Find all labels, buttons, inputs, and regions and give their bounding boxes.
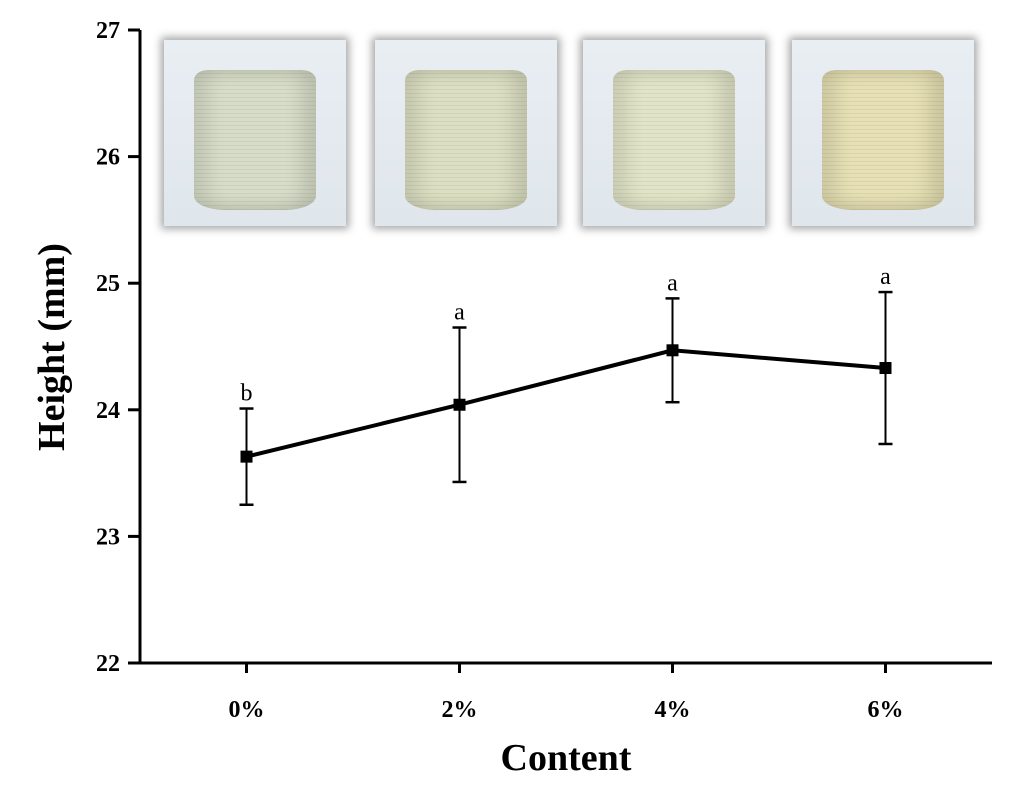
significance-letter: a bbox=[880, 264, 891, 290]
y-tick-label: 24 bbox=[96, 398, 120, 424]
x-axis-label: Content bbox=[501, 737, 632, 779]
sample-cylinder bbox=[405, 70, 527, 210]
y-tick-label: 23 bbox=[96, 524, 120, 550]
x-tick-label: 0% bbox=[229, 697, 265, 723]
y-tick-label: 27 bbox=[96, 18, 120, 44]
significance-letter: a bbox=[454, 300, 465, 326]
sample-photo bbox=[164, 40, 346, 226]
data-point bbox=[666, 344, 679, 357]
y-tick-label: 22 bbox=[96, 651, 120, 677]
sample-cylinder bbox=[822, 70, 944, 210]
y-axis-label: Height (mm) bbox=[31, 243, 73, 451]
data-point bbox=[453, 398, 466, 411]
significance-letter: b bbox=[241, 381, 253, 407]
x-tick-label: 6% bbox=[868, 697, 904, 723]
data-point bbox=[879, 362, 892, 375]
sample-photo bbox=[583, 40, 765, 226]
sample-photo bbox=[792, 40, 974, 226]
series-line bbox=[246, 348, 886, 459]
y-tick-label: 25 bbox=[96, 271, 120, 297]
sample-cylinder bbox=[194, 70, 316, 210]
x-tick-label: 2% bbox=[442, 697, 478, 723]
significance-letter: a bbox=[667, 270, 678, 296]
y-tick-label: 26 bbox=[96, 145, 120, 171]
data-point bbox=[240, 450, 253, 463]
sample-cylinder bbox=[613, 70, 735, 210]
x-tick-label: 4% bbox=[655, 697, 691, 723]
sample-photo bbox=[375, 40, 557, 226]
